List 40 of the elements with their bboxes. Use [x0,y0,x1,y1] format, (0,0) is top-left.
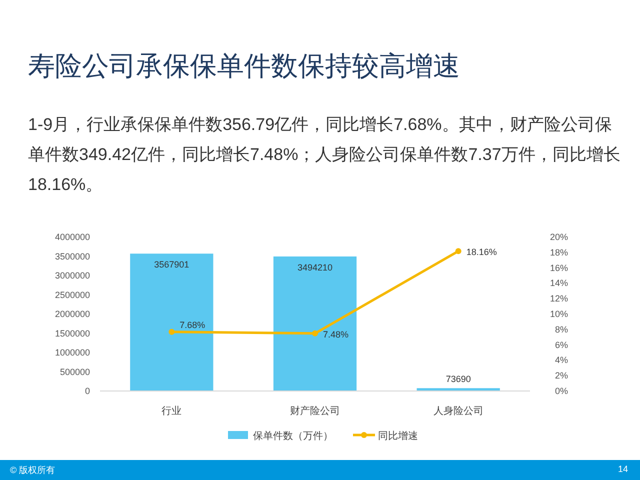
data-label: 18.16% [466,247,497,258]
y-tick-label: 2500000 [54,290,90,300]
point [455,248,462,254]
bar [130,254,214,391]
y-tick-label: 3000000 [54,270,90,280]
y2-tick-label: 8% [554,324,568,334]
y2-tick-label: 18% [550,247,568,258]
legend-label: 同比增速 [378,430,418,442]
y2-tick-label: 20% [550,232,568,242]
bar [273,256,357,391]
data-label: 73690 [446,374,471,384]
text: © 版权所有 [10,464,56,477]
point [312,330,318,336]
y-tick-label: 1000000 [54,348,90,358]
y-tick-label: 0 [84,386,90,396]
y2-tick-label: 6% [554,340,568,350]
point [168,328,175,335]
y-tick-label: 500000 [60,366,90,377]
chart-subtitle: 1-9月，行业承保保单件数356.79亿件，同比增长7.68%。其中，财产险公司保单件数349.42亿件，同比增长7.48%；人身险公司保单件数7.37万件，同比增长18.16%。 [28,114,622,196]
y2-tick-label: 0% [554,386,568,396]
y-tick-label: 3500000 [54,251,90,262]
y-tick-label: 1500000 [54,328,90,338]
text: 14 [618,464,628,474]
legend-label: 保单件数（万件） [253,430,333,442]
x-tick-label: 财产险公司 [290,405,340,417]
y2-tick-label: 4% [554,355,568,366]
x-tick-label: 人身险公司 [433,405,484,417]
y2-tick-label: 14% [550,278,568,288]
data-label: 3494210 [297,262,333,272]
y-tick-label: 2000000 [54,309,90,319]
data-label: 3567901 [154,260,190,270]
x-tick-label: 行业 [162,405,182,417]
data-label: 7.48% [323,329,349,340]
y2-tick-label: 2% [554,370,568,381]
y2-tick-label: 10% [550,309,568,319]
data-label: 7.68% [180,320,206,330]
y2-tick-label: 12% [550,294,568,304]
chart-title: 寿险公司承保保单件数保持较高增速 [28,50,460,83]
y2-tick-label: 16% [550,262,568,273]
y-tick-label: 4000000 [54,232,90,242]
